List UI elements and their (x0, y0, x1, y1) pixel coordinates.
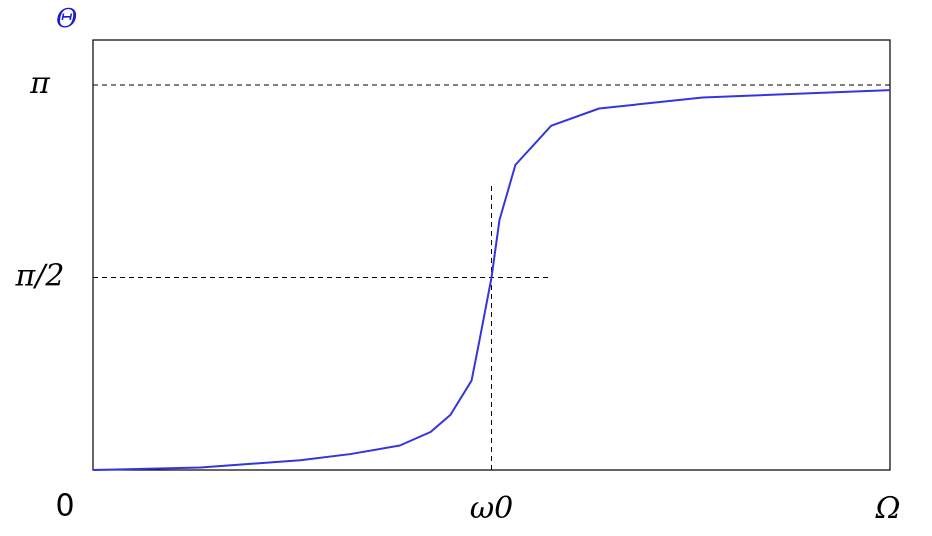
x-tick-label: Ω (875, 491, 901, 526)
y-axis-label: Θ (56, 4, 77, 34)
x-tick-label: ω0 (470, 491, 514, 526)
curve (92, 89, 891, 471)
y-tick-label: π (29, 66, 51, 101)
y-tick-label: π/2 (15, 259, 65, 294)
y-tick-label: 0 (55, 489, 74, 524)
